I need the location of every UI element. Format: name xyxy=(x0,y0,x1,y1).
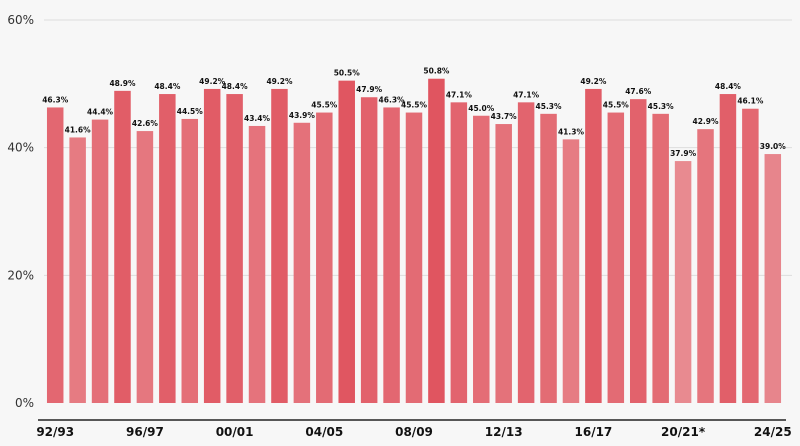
bar-value-label: 42.6% xyxy=(132,119,159,128)
y-tick-label: 0% xyxy=(15,396,34,410)
bar-value-label: 46.3% xyxy=(379,95,406,104)
bar-value-label: 45.5% xyxy=(311,101,338,110)
bar-20-21- xyxy=(674,161,692,403)
bar-value-label: 48.4% xyxy=(154,82,181,91)
bar-12-13 xyxy=(495,124,512,403)
x-tick-label: 12/13 xyxy=(485,425,523,439)
bar-98-99 xyxy=(181,118,199,404)
bar-01-02 xyxy=(248,125,266,404)
x-tick-label: 24/25 xyxy=(754,425,792,439)
bar-value-labels: 46.3% 41.6% 44.4% 48.9% 42.6% 48.4% 44.5% 49.2%… xyxy=(42,67,786,158)
bar-09-10 xyxy=(428,78,445,403)
bar-14-15 xyxy=(540,113,557,404)
bar-99-00 xyxy=(203,88,221,403)
bar-value-label: 37.9% xyxy=(670,149,697,158)
bar-value-label: 45.3% xyxy=(536,102,563,111)
bar-value-label: 49.2% xyxy=(266,77,293,86)
bar-value-label: 47.6% xyxy=(625,87,652,96)
bar-value-label: 48.4% xyxy=(715,82,742,91)
bar-21-22 xyxy=(697,129,714,403)
bar-16-17 xyxy=(585,88,602,403)
bar-03-04 xyxy=(293,122,311,403)
bar-94-95 xyxy=(91,119,109,403)
bar-08-09 xyxy=(405,112,423,403)
bar-00-01 xyxy=(226,94,243,404)
bar-02-03 xyxy=(271,88,288,403)
bar-24-25 xyxy=(764,154,782,403)
bar-17-18 xyxy=(607,112,625,403)
x-tick-label: 04/05 xyxy=(305,425,343,439)
bar-07-08 xyxy=(383,107,400,404)
bar-value-label: 45.5% xyxy=(603,101,630,110)
x-tick-label: 92/93 xyxy=(36,425,74,439)
bar-value-label: 44.5% xyxy=(177,107,204,116)
bar-value-label: 46.1% xyxy=(737,97,764,106)
bar-value-label: 43.9% xyxy=(289,111,316,120)
bar-95-96 xyxy=(114,90,131,403)
bar-value-label: 43.7% xyxy=(491,112,518,121)
bar-value-label: 47.1% xyxy=(513,90,540,99)
bar-value-label: 39.0% xyxy=(760,142,787,151)
bar-15-16 xyxy=(562,139,580,403)
bar-18-19 xyxy=(629,99,647,404)
x-tick-label: 20/21* xyxy=(661,425,706,439)
bar-04-05 xyxy=(316,112,333,403)
bar-value-label: 47.1% xyxy=(446,90,473,99)
bar-value-label: 41.3% xyxy=(558,127,585,136)
bar-19-20 xyxy=(652,113,669,404)
bar-value-label: 41.6% xyxy=(65,125,92,134)
bar-value-label: 48.4% xyxy=(222,82,249,91)
bar-value-label: 45.0% xyxy=(468,104,495,113)
bar-05-06 xyxy=(338,80,355,404)
x-tick-label: 00/01 xyxy=(216,425,254,439)
bar-value-label: 42.9% xyxy=(692,117,719,126)
bar-value-label: 43.4% xyxy=(244,114,271,123)
bar-value-label: 48.9% xyxy=(109,79,136,88)
x-tick-label: 08/09 xyxy=(395,425,433,439)
bar-11-12 xyxy=(473,115,490,403)
bar-value-label: 50.5% xyxy=(334,69,361,78)
x-axis-ticks: 92/93 96/97 00/01 04/05 08/09 12/13 16/17 20/21… xyxy=(36,425,791,439)
bar-value-label: 44.4% xyxy=(87,108,114,117)
y-tick-label: 40% xyxy=(7,141,34,155)
y-axis-ticks: 0% 20% 40% 60% xyxy=(7,13,34,410)
bar-value-label: 45.3% xyxy=(648,102,675,111)
bar-13-14 xyxy=(517,102,535,403)
x-tick-label: 16/17 xyxy=(575,425,613,439)
bars xyxy=(46,78,782,404)
bar-value-label: 46.3% xyxy=(42,95,69,104)
bar-06-07 xyxy=(360,97,378,403)
bar-value-label: 47.9% xyxy=(356,85,383,94)
y-tick-label: 60% xyxy=(7,13,34,27)
bar-10-11 xyxy=(450,102,468,403)
bar-93-94 xyxy=(69,137,86,403)
bar-23-24 xyxy=(742,108,759,403)
bar-22-23 xyxy=(719,94,737,404)
bar-value-label: 49.2% xyxy=(580,77,607,86)
bar-value-label: 50.8% xyxy=(423,67,450,76)
bar-value-label: 49.2% xyxy=(199,77,226,86)
bar-92-93 xyxy=(46,107,64,404)
bar-96-97 xyxy=(136,131,154,403)
y-tick-label: 20% xyxy=(7,268,34,282)
x-tick-label: 96/97 xyxy=(126,425,164,439)
bar-97-98 xyxy=(159,94,176,404)
bar-value-label: 45.5% xyxy=(401,101,428,110)
